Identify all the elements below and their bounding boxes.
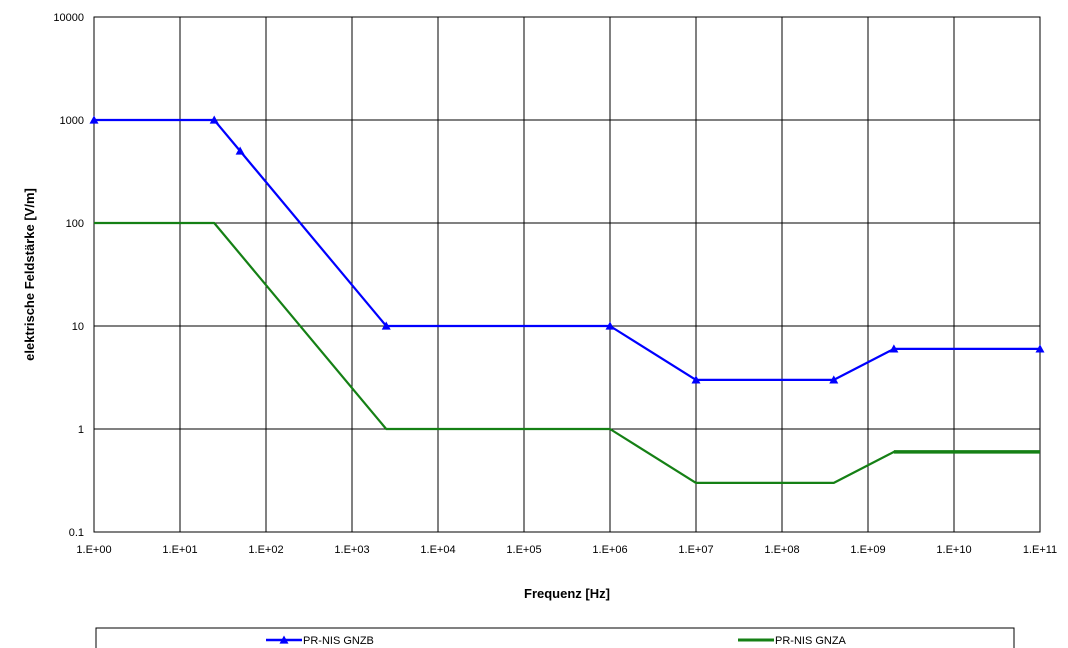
y-tick-label: 1000 bbox=[60, 115, 84, 127]
x-tick-labels: 1.E+00 1.E+01 1.E+02 1.E+03 1.E+04 1.E+05 1.E+… bbox=[76, 544, 1057, 556]
x-axis-title: Frequenz [Hz] bbox=[524, 586, 610, 601]
y-tick-label: 10000 bbox=[53, 12, 84, 24]
x-tick-label: 1.E+01 bbox=[162, 544, 197, 556]
y-tick-label: 0.1 bbox=[69, 527, 84, 539]
x-tick-label: 1.E+02 bbox=[248, 544, 283, 556]
legend-box bbox=[95, 627, 1015, 648]
legend-marker-gnzb bbox=[279, 635, 289, 644]
plot-area bbox=[93, 16, 1041, 533]
x-tick-label: 1.E+10 bbox=[936, 544, 971, 556]
legend: PR-NIS GNZB PR-NIS GNZA bbox=[95, 627, 1015, 648]
y-axis-title: elektrische Feldstärke [V/m] bbox=[22, 188, 37, 361]
x-tick-label: 1.E+09 bbox=[850, 544, 885, 556]
series-layer bbox=[89, 115, 1045, 484]
x-tick-label: 1.E+08 bbox=[764, 544, 799, 556]
data-point-marker bbox=[89, 115, 99, 124]
data-point-marker bbox=[381, 321, 391, 330]
x-tick-label: 1.E+06 bbox=[592, 544, 627, 556]
data-point-marker bbox=[235, 146, 245, 155]
x-tick-label: 1.E+05 bbox=[506, 544, 541, 556]
x-tick-label: 1.E+07 bbox=[678, 544, 713, 556]
data-point-marker bbox=[1035, 344, 1045, 353]
series-line-1 bbox=[94, 221, 1040, 484]
x-tick-label: 1.E+04 bbox=[420, 544, 455, 556]
data-point-marker bbox=[691, 375, 701, 384]
legend-label-gnzb: PR-NIS GNZB bbox=[303, 635, 374, 647]
data-point-marker bbox=[605, 321, 615, 330]
y-tick-labels: 10000 1000 100 10 1 0.1 bbox=[53, 12, 84, 539]
grid bbox=[93, 16, 1041, 533]
y-tick-label: 1 bbox=[78, 424, 84, 436]
x-tick-label: 1.E+00 bbox=[76, 544, 111, 556]
y-tick-label: 10 bbox=[72, 321, 84, 333]
x-tick-label: 1.E+11 bbox=[1023, 544, 1057, 556]
data-point-marker bbox=[829, 375, 839, 384]
data-point-marker bbox=[889, 344, 899, 353]
y-tick-label: 100 bbox=[66, 218, 84, 230]
x-tick-label: 1.E+03 bbox=[334, 544, 369, 556]
legend-label-gnza: PR-NIS GNZA bbox=[775, 635, 847, 647]
data-point-marker bbox=[209, 115, 219, 124]
